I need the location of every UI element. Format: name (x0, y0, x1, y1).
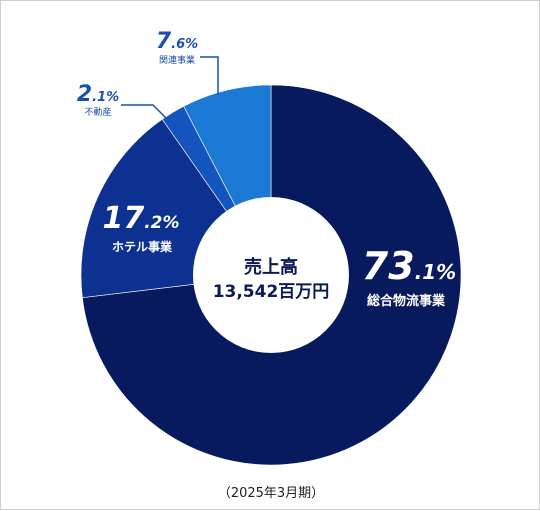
label-logistics-int: 73 (362, 244, 415, 288)
label-related-percent: 7.6% (156, 29, 198, 54)
leader-line-related (200, 56, 219, 95)
label-related-int: 7 (156, 29, 172, 54)
label-realestate-percent: 2.1% (77, 82, 119, 107)
leader-line-realestate (121, 104, 168, 120)
center-value: 13,542百万円 (213, 282, 330, 302)
label-logistics-dec: .1% (415, 260, 457, 284)
label-hotel-int: 17 (102, 201, 144, 236)
label-realestate-name: 不動産 (84, 106, 111, 118)
label-hotel-name: ホテル事業 (112, 239, 173, 254)
label-realestate-int: 2 (77, 82, 92, 107)
label-realestate-dec: .1% (92, 90, 119, 105)
label-hotel-percent: 17.2% (102, 201, 179, 236)
label-hotel-dec: .2% (144, 213, 179, 233)
label-related-dec: .6% (171, 37, 198, 52)
label-logistics-percent: 73.1% (362, 244, 456, 288)
center-title: 売上高 (244, 256, 298, 278)
center-hole (193, 197, 349, 353)
footnote: （2025年3月期） (218, 486, 324, 501)
label-related-name: 関連事業 (159, 54, 195, 66)
label-logistics-name: 総合物流事業 (367, 293, 446, 309)
